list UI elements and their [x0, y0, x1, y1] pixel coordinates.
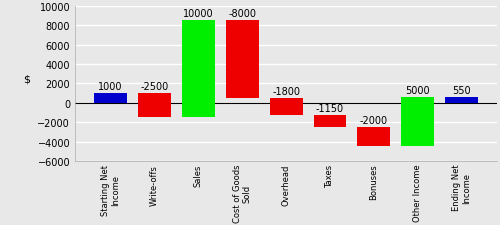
Text: -2000: -2000 — [360, 115, 388, 125]
Bar — [402, 98, 434, 146]
Bar — [226, 21, 258, 99]
Y-axis label: $: $ — [23, 74, 30, 84]
Text: -1150: -1150 — [316, 104, 344, 114]
Bar — [182, 21, 215, 118]
Text: 10000: 10000 — [183, 9, 214, 19]
Bar — [270, 99, 302, 116]
Text: -8000: -8000 — [228, 9, 256, 19]
Bar — [358, 127, 390, 146]
Text: -2500: -2500 — [140, 82, 168, 92]
Bar — [314, 116, 346, 127]
Bar — [138, 94, 171, 118]
Text: 1000: 1000 — [98, 82, 123, 92]
Bar — [445, 98, 478, 103]
Text: 5000: 5000 — [406, 86, 430, 96]
Bar — [94, 94, 127, 103]
Text: 550: 550 — [452, 86, 471, 96]
Text: -1800: -1800 — [272, 87, 300, 97]
